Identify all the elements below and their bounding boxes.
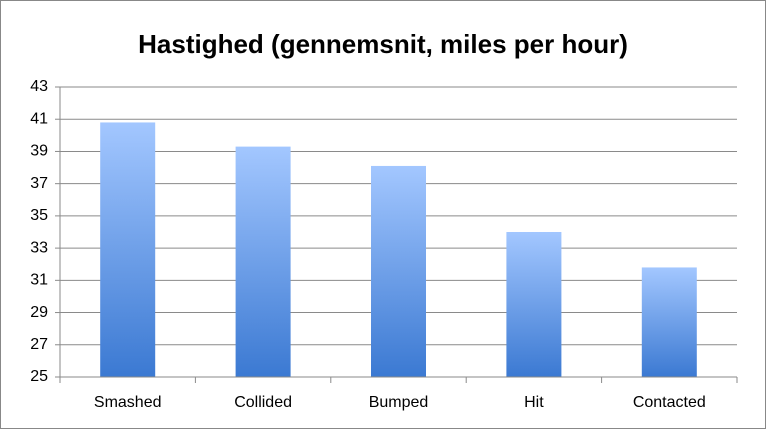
bar [371,165,426,377]
y-tick-label: 43 [30,78,48,95]
y-tick-label: 35 [30,207,48,224]
y-tick-label: 31 [30,272,48,289]
y-tick-label: 25 [30,368,48,385]
x-tick-label: Contacted [633,394,706,411]
x-tick-label: Collided [234,394,292,411]
y-tick-label: 37 [30,175,48,192]
y-tick-label: 39 [30,143,48,160]
x-tick-label: Bumped [369,394,429,411]
y-tick-label: 33 [30,239,48,256]
bar [235,146,291,377]
chart-title: Hastighed (gennemsnit, miles per hour) [138,29,628,59]
y-tick-label: 41 [30,110,48,127]
y-tick-label: 29 [30,304,48,321]
x-tick-label: Smashed [94,394,162,411]
bar [100,122,156,377]
y-tick-label: 27 [30,336,48,353]
bar [506,232,562,377]
bar [641,267,697,377]
x-tick-label: Hit [524,394,544,411]
